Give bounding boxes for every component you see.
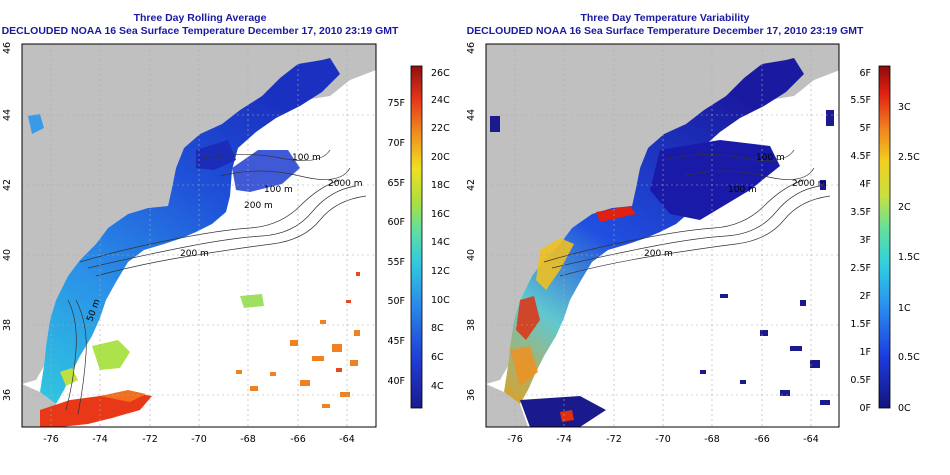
right-lon-tick: -74 xyxy=(556,434,572,445)
contour-label-3: 200 m xyxy=(180,249,209,259)
right-title-block: Three Day Temperature Variability DECLOU… xyxy=(465,12,865,38)
right-cb-f-tick: 0.5F xyxy=(850,375,871,386)
left-cb-f-tick: 45F xyxy=(387,336,405,347)
right-map: 100 m 100 m 200 m 2000 m xyxy=(486,44,839,427)
right-cb-f-tick: 1F xyxy=(859,347,871,358)
right-lat-tick: 46 xyxy=(466,42,477,54)
right-cb-c-tick: 2.5C xyxy=(898,152,920,163)
left-cb-c-tick: 22C xyxy=(431,123,450,134)
right-cb-c-tick: 1.5C xyxy=(898,252,920,263)
contour-label-5: 200 m xyxy=(244,201,273,211)
left-cb-c-tick: 18C xyxy=(431,180,450,191)
right-cb-f-tick: 4F xyxy=(859,179,871,190)
right-subtitle: DECLOUDED NOAA 16 Sea Surface Temperatur… xyxy=(466,25,864,37)
left-lon-tick: -66 xyxy=(290,434,306,445)
right-cb-f-tick: 5F xyxy=(859,123,871,134)
land-mass xyxy=(22,44,330,384)
left-lon-tick: -76 xyxy=(43,434,59,445)
right-cb-f-tick: 5.5F xyxy=(850,95,871,106)
left-lon-tick: -68 xyxy=(240,434,256,445)
left-cb-c-tick: 12C xyxy=(431,266,450,277)
right-lon-tick: -72 xyxy=(606,434,622,445)
left-cb-f-tick: 75F xyxy=(387,98,405,109)
right-contour-label-3: 200 m xyxy=(644,249,673,259)
left-lat-tick: 38 xyxy=(2,319,13,331)
left-lat-tick: 40 xyxy=(2,249,13,261)
left-cb-c-tick: 20C xyxy=(431,152,450,163)
right-lat-tick: 40 xyxy=(466,249,477,261)
left-cb-f-tick: 50F xyxy=(387,296,405,307)
left-cb-c-tick: 10C xyxy=(431,295,450,306)
left-cb-f-tick: 55F xyxy=(387,257,405,268)
right-lat-tick: 42 xyxy=(466,179,477,191)
right-contour-label-4: 2000 m xyxy=(792,179,827,189)
left-cb-c-tick: 8C xyxy=(431,323,444,334)
left-lat-tick: 44 xyxy=(2,109,13,121)
left-cb-c-tick: 6C xyxy=(431,352,444,363)
left-map-frame xyxy=(21,43,377,428)
right-cb-c-tick: 3C xyxy=(898,102,911,113)
contour-label-4: 2000 m xyxy=(328,179,363,189)
right-contour-label-1: 100 m xyxy=(756,153,785,163)
contour-label-1: 100 m xyxy=(292,153,321,163)
left-title: Three Day Rolling Average xyxy=(133,12,267,24)
right-cb-f-tick: 3F xyxy=(859,235,871,246)
left-cb-c-tick: 16C xyxy=(431,209,450,220)
left-lon-tick: -74 xyxy=(92,434,108,445)
right-cb-c-tick: 1C xyxy=(898,303,911,314)
left-cb-f-tick: 60F xyxy=(387,217,405,228)
right-lon-tick: -68 xyxy=(704,434,720,445)
left-lon-tick: -70 xyxy=(191,434,207,445)
right-cb-f-tick: 2.5F xyxy=(850,263,871,274)
right-lon-tick: -64 xyxy=(803,434,819,445)
right-cb-c-tick: 0.5C xyxy=(898,352,920,363)
right-cb-c-tick: 0C xyxy=(898,403,911,414)
right-lat-tick: 38 xyxy=(466,319,477,331)
left-lon-tick: -64 xyxy=(339,434,355,445)
left-lon-tick: -72 xyxy=(142,434,158,445)
left-subtitle: DECLOUDED NOAA 16 Sea Surface Temperatur… xyxy=(1,25,399,37)
left-cb-c-tick: 14C xyxy=(431,237,450,248)
left-cb-c-tick: 24C xyxy=(431,95,450,106)
right-contour-label-2: 100 m xyxy=(728,185,757,195)
contour-label-2: 100 m xyxy=(264,185,293,195)
left-colorbar xyxy=(410,65,423,409)
right-cb-c-tick: 2C xyxy=(898,202,911,213)
right-lat-tick: 36 xyxy=(466,389,477,401)
right-cb-f-tick: 2F xyxy=(859,291,871,302)
right-cb-f-tick: 3.5F xyxy=(850,207,871,218)
right-map-frame xyxy=(485,43,840,428)
left-lat-tick: 46 xyxy=(2,42,13,54)
right-colorbar xyxy=(878,65,891,409)
left-lat-tick: 42 xyxy=(2,179,13,191)
left-cb-f-tick: 65F xyxy=(387,178,405,189)
right-cb-f-tick: 6F xyxy=(859,68,871,79)
right-lon-tick: -76 xyxy=(507,434,523,445)
left-cb-c-tick: 4C xyxy=(431,381,444,392)
right-cb-f-tick: 1.5F xyxy=(850,319,871,330)
left-cb-f-tick: 70F xyxy=(387,138,405,149)
right-cb-f-tick: 0F xyxy=(859,403,871,414)
left-cb-f-tick: 40F xyxy=(387,376,405,387)
left-cb-c-tick: 26C xyxy=(431,68,450,79)
right-lon-tick: -66 xyxy=(754,434,770,445)
right-cb-f-tick: 4.5F xyxy=(850,151,871,162)
left-title-block: Three Day Rolling Average DECLOUDED NOAA… xyxy=(0,12,400,38)
right-title: Three Day Temperature Variability xyxy=(580,12,750,24)
right-lon-tick: -70 xyxy=(655,434,671,445)
right-lat-tick: 44 xyxy=(466,109,477,121)
left-lat-tick: 36 xyxy=(2,389,13,401)
